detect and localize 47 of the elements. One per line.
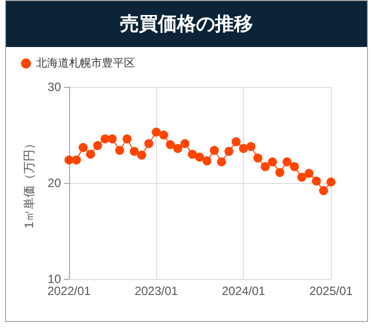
point <box>78 142 88 152</box>
legend-label: 北海道札幌市豊平区 <box>36 56 135 70</box>
point <box>122 134 132 144</box>
x-tick-label: 2025/01 <box>309 284 354 298</box>
point <box>137 150 146 160</box>
point <box>290 162 299 172</box>
point <box>253 154 262 163</box>
chart-title: 売買価格の推移 <box>6 1 367 47</box>
x-tick-label: 2024/01 <box>222 284 266 298</box>
point <box>239 144 248 153</box>
point <box>312 176 321 186</box>
point <box>319 186 328 196</box>
x-tick-label: 2023/01 <box>134 284 178 298</box>
point <box>232 137 241 146</box>
point <box>246 142 256 152</box>
point <box>100 134 110 144</box>
y-axis-title: 1㎡単価（万円） <box>22 138 36 228</box>
point <box>93 141 102 150</box>
point <box>72 155 81 164</box>
point <box>217 157 226 166</box>
point <box>202 156 212 166</box>
point <box>180 139 190 148</box>
point <box>173 144 182 153</box>
point <box>86 150 96 159</box>
point <box>115 146 124 155</box>
point <box>210 146 219 155</box>
point <box>304 168 314 178</box>
point <box>64 155 74 164</box>
point <box>144 139 154 148</box>
point <box>275 168 284 177</box>
y-tick-label: 30 <box>48 80 62 94</box>
point <box>268 157 277 166</box>
point <box>130 146 139 156</box>
point <box>108 134 117 144</box>
point <box>297 172 306 182</box>
x-tick-label: 2022/01 <box>47 284 92 298</box>
point <box>159 130 168 140</box>
y-tick-label: 20 <box>48 176 62 190</box>
point <box>152 128 161 137</box>
point <box>166 140 175 150</box>
point <box>326 178 336 187</box>
point <box>188 150 197 159</box>
y-tick-label: 10 <box>48 272 62 286</box>
point <box>260 162 270 172</box>
point <box>224 146 234 156</box>
point <box>195 152 204 162</box>
point <box>282 157 292 166</box>
